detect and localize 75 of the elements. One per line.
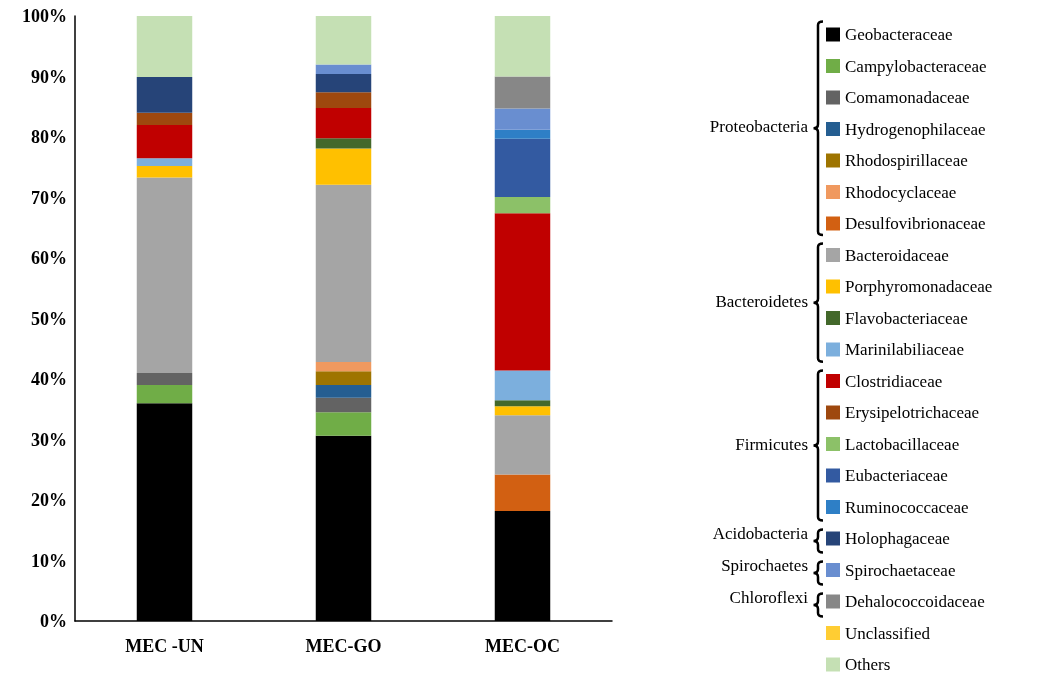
legend-label: Erysipelotrichaceae [845,403,980,422]
bar [136,124,193,159]
bar [315,371,372,386]
bar [494,16,551,77]
text: Bacteroidetes [715,291,808,312]
y-tick-label: 30% [31,429,67,450]
legend-label: Bacteroidaceae [845,245,949,265]
x-tick-label: MEC-GO [305,636,382,656]
bar [494,108,551,130]
bar [136,77,193,113]
bar [315,107,372,139]
legend-label: Eubacteriaceae [845,466,948,485]
legend-label: Geobacteraceae [845,25,953,44]
bar [315,64,372,75]
y-tick-label: 10% [31,550,67,571]
bar [136,177,193,373]
legend-label: Campylobacteraceae [845,56,987,76]
bar [494,474,551,511]
legend-label: Flavobacteriaceae [845,308,968,328]
bar [315,362,372,372]
legend-label: Unclassified [845,623,931,643]
bar [494,415,551,475]
legend-label: Others [845,655,891,674]
legend-label: Rhodospirillaceae [845,151,968,170]
legend-label: Dehalococcoidaceae [845,592,985,611]
bar [315,16,372,65]
legend-label: Spirochaetaceae [845,560,956,580]
x-tick-label: MEC -UN [125,636,204,656]
text: Chloroflexi [729,587,808,608]
y-tick-label: 0% [40,611,67,631]
y-tick-label: 40% [31,369,67,389]
bar [315,138,372,149]
bar [315,92,372,108]
y-tick-label: 60% [31,248,67,268]
text: Proteobacteria [709,117,808,138]
y-tick-label: 50% [31,308,67,329]
bar [315,148,372,185]
bar [315,74,372,93]
bar [494,129,551,139]
bar [494,196,551,214]
legend-label: Comamonadaceae [845,88,970,107]
y-tick-label: 20% [31,490,67,510]
legend-label: Hydrogenophilaceae [845,119,986,139]
bar [315,184,372,363]
legend-label: Marinilabiliaceae [845,340,964,359]
legend-label: Clostridiaceae [845,371,943,391]
legend-label: Rhodocyclaceae [845,182,957,202]
text: Spirochaetes [721,555,808,576]
bar [315,385,372,398]
bar [136,372,193,386]
bar [136,166,193,178]
y-tick-label: 90% [31,66,67,87]
bar [136,112,193,125]
bar [136,158,193,167]
legend-label: Desulfovibrionaceae [845,214,986,233]
y-tick-label: 100% [22,6,67,26]
bar [494,406,551,416]
bar [494,370,551,401]
bar [315,397,372,413]
legend-label: Porphyromonadaceae [845,277,993,296]
y-tick-label: 80% [31,127,67,147]
y-tick-label: 70% [31,187,67,208]
legend-label: Ruminococcaceae [845,497,969,517]
bar [136,16,193,78]
legend-label: Holophagaceae [845,529,950,548]
text: Acidobacteria [712,524,808,544]
legend-label: Lactobacillaceae [845,434,960,454]
bar [494,138,551,197]
bar [494,76,551,109]
bar [494,213,551,371]
text: Firmicutes [735,434,808,455]
bar [136,385,193,404]
x-tick-label: MEC-OC [485,636,560,656]
bar [494,400,551,407]
bar [315,412,372,436]
